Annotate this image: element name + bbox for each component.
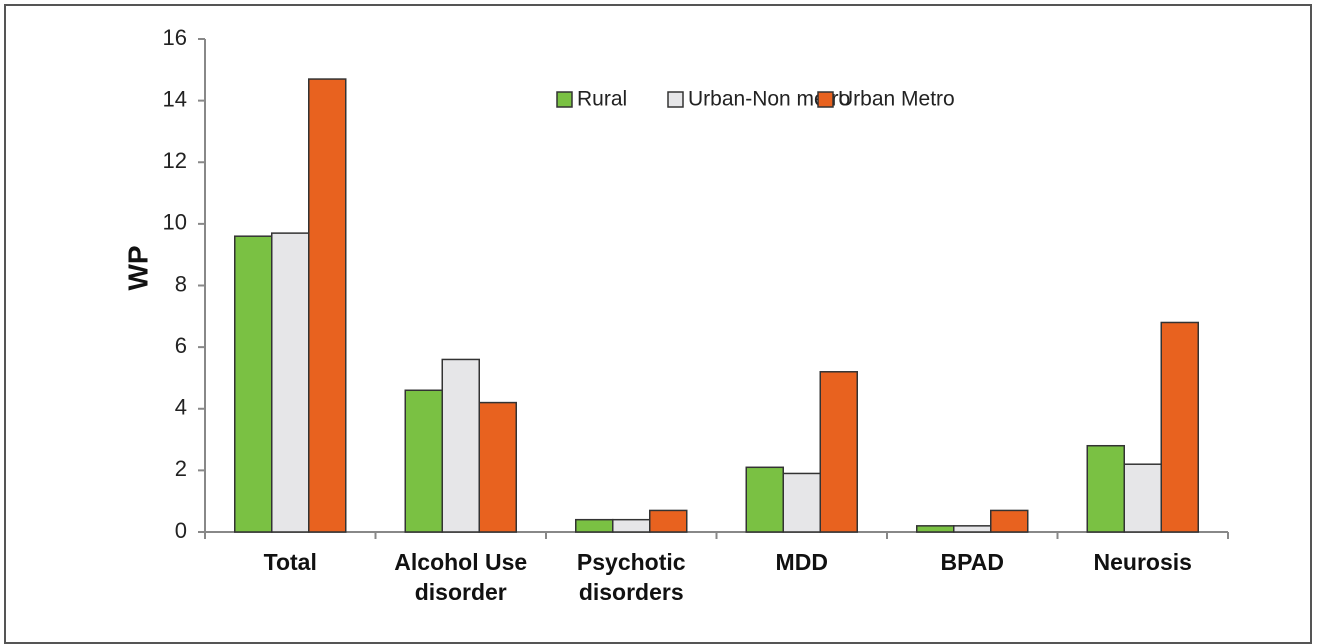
y-tick-label: 6 [175, 333, 187, 358]
y-tick-label: 16 [163, 25, 187, 50]
bar-urban-metro [649, 509, 688, 533]
axes: 0 2 4 6 8 10 12 14 16 [163, 25, 1229, 543]
category-label: MDD [776, 549, 828, 575]
bar-urban-non-metro [441, 358, 480, 533]
legend-label: Urban Metro [838, 88, 955, 111]
category-label: disorders [579, 579, 684, 605]
category-labels: Total Alcohol Use disorder Psychotic disorde… [264, 549, 1192, 605]
category-label: Neurosis [1094, 549, 1192, 575]
category-label: Total [264, 549, 317, 575]
category-label: BPAD [941, 549, 1004, 575]
y-tick-label: 12 [163, 148, 187, 173]
legend-swatch [556, 91, 573, 108]
legend-swatch [817, 91, 834, 108]
y-axis-label: WP [122, 245, 153, 290]
bar-rural [745, 466, 784, 533]
y-axis-label-group: WP [122, 245, 153, 290]
y-tick-label: 0 [175, 518, 187, 543]
bar-rural [404, 389, 443, 533]
category-label: Alcohol Use [394, 549, 527, 575]
bar-urban-non-metro [782, 472, 821, 533]
bar-urban-metro [308, 78, 347, 533]
bar-urban-metro [478, 401, 517, 533]
legend-swatch [667, 91, 684, 108]
bar-rural [575, 518, 614, 533]
bar-urban-non-metro [612, 518, 651, 533]
bar-urban-metro [990, 509, 1029, 533]
bar-rural [916, 525, 955, 533]
bar-urban-non-metro [953, 525, 992, 533]
y-tick-label: 4 [175, 395, 187, 420]
bars [234, 78, 1199, 533]
category-label: disorder [415, 579, 507, 605]
bar-urban-non-metro [271, 232, 310, 533]
y-tick-label: 10 [163, 210, 187, 235]
y-tick-label: 8 [175, 271, 187, 296]
legend-label: Urban-Non metro [688, 88, 850, 111]
bar-urban-non-metro [1123, 463, 1162, 533]
bar-rural [234, 235, 273, 533]
legend-label: Rural [577, 88, 627, 111]
y-tick-label: 14 [163, 86, 187, 111]
bar-urban-metro [1160, 321, 1199, 533]
y-tick-label: 2 [175, 456, 187, 481]
bar-chart: WP 0 2 4 6 8 10 12 14 16 Total Alcohol Use disorde… [122, 25, 1229, 605]
category-label: Psychotic [577, 549, 686, 575]
bar-urban-metro [819, 371, 858, 533]
bar-rural [1086, 444, 1125, 533]
